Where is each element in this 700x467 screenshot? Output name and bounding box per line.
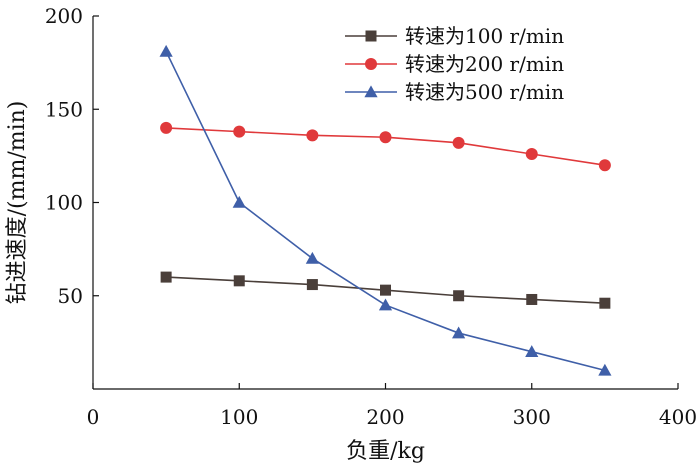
data-point	[599, 297, 611, 309]
x-tick-label: 0	[87, 405, 100, 429]
legend-item: 转速为500 r/min	[345, 80, 564, 104]
data-point	[380, 284, 391, 296]
data-point	[160, 121, 173, 134]
legend-marker	[365, 58, 377, 70]
y-axis-title: 钻进速度/(mm/min)	[5, 101, 30, 305]
x-tick-label: 300	[513, 405, 551, 429]
x-tick-label: 200	[366, 405, 404, 429]
series-3	[159, 44, 612, 376]
series-2	[160, 121, 611, 172]
data-point	[159, 44, 173, 57]
data-point	[452, 136, 465, 149]
data-point	[160, 271, 172, 283]
x-axis-title: 负重/kg	[346, 439, 425, 464]
x-ticks: 0 100 200 300 400	[87, 383, 697, 429]
data-point	[379, 131, 392, 144]
legend-marker	[365, 30, 377, 42]
axes	[92, 16, 678, 390]
data-point	[232, 195, 246, 208]
y-ticks: 50 100 150 200	[45, 4, 99, 308]
x-tick-label: 400	[659, 405, 697, 429]
legend: 转速为100 r/min 转速为200 r/min 转速为500 r/min	[345, 24, 564, 104]
y-tick-label: 100	[45, 191, 83, 215]
data-point	[452, 326, 466, 339]
data-point	[598, 159, 611, 172]
data-point	[598, 363, 612, 376]
legend-marker	[364, 85, 378, 98]
series-layer	[159, 44, 612, 376]
data-point	[378, 298, 393, 311]
legend-item: 转速为100 r/min	[345, 24, 564, 48]
data-point	[525, 148, 538, 161]
data-point	[233, 275, 245, 287]
data-point	[453, 290, 465, 302]
y-tick-label: 150	[45, 97, 83, 121]
data-point	[233, 125, 246, 138]
x-tick-label: 100	[220, 405, 258, 429]
legend-label: 转速为200 r/min	[405, 52, 564, 76]
legend-label: 转速为100 r/min	[405, 24, 564, 48]
y-tick-label: 50	[58, 284, 83, 308]
legend-item: 转速为200 r/min	[345, 52, 564, 76]
data-point	[525, 345, 539, 357]
legend-label: 转速为500 r/min	[405, 80, 564, 104]
data-point	[305, 251, 319, 264]
series-1	[160, 271, 611, 309]
y-tick-label: 200	[45, 4, 83, 28]
data-point	[306, 129, 319, 142]
data-point	[526, 293, 538, 305]
data-point	[306, 279, 318, 291]
